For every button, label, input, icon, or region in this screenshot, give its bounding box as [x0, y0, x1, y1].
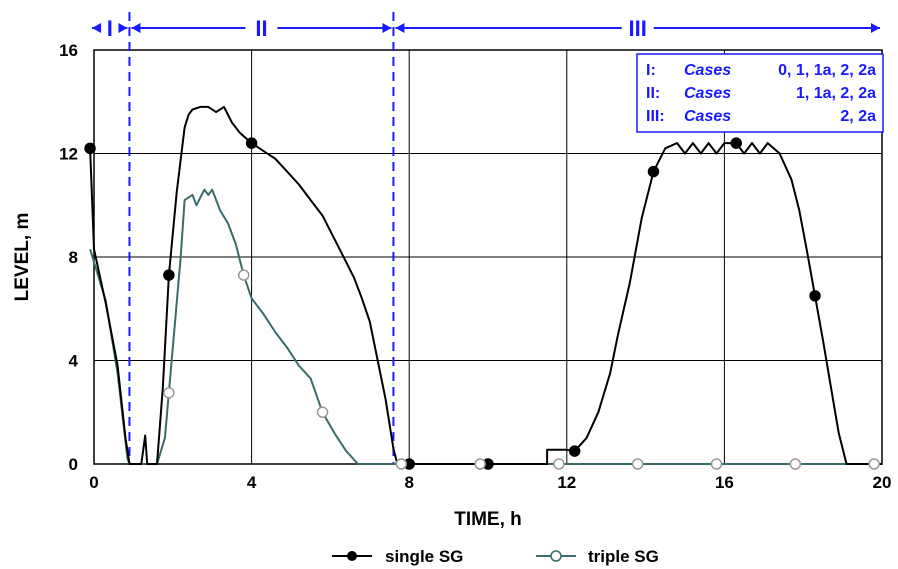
series-point — [789, 458, 802, 470]
legend-single-marker — [347, 551, 357, 561]
x-tick-label: 0 — [89, 473, 98, 492]
series-point — [647, 165, 660, 178]
x-tick-label: 12 — [557, 473, 576, 492]
series-point — [395, 458, 408, 470]
series-point — [730, 137, 742, 149]
region-label: II — [255, 16, 267, 41]
series-point — [84, 142, 96, 155]
annotation-line: III: Cases 2, 2a — [646, 108, 876, 125]
series-point — [868, 458, 880, 470]
x-tick-label: 4 — [247, 473, 257, 492]
y-axis-title: LEVEL, m — [12, 213, 33, 302]
y-tick-label: 8 — [69, 248, 78, 267]
arrow-head-left — [395, 23, 405, 33]
regions: I II III — [92, 12, 880, 464]
series-point — [163, 387, 175, 399]
series-markers — [84, 137, 880, 470]
region-label: III — [629, 16, 647, 41]
x-tick-label: 20 — [873, 473, 892, 492]
series-point — [237, 269, 250, 281]
x-tick-label: 16 — [715, 473, 734, 492]
series-point — [245, 137, 258, 149]
series-point — [710, 458, 723, 470]
y-tick-label: 12 — [59, 145, 78, 164]
y-tick-label: 4 — [69, 352, 79, 371]
arrow-head-left — [92, 23, 102, 33]
y-tick-label: 16 — [59, 41, 78, 60]
legend-triple-marker — [550, 550, 562, 562]
series-point — [163, 269, 175, 281]
legend-triple-label: triple SG — [588, 547, 659, 566]
annotation-line: I: Cases 0, 1, 1a, 2, 2a — [646, 62, 876, 79]
annotation-box: I: Cases 0, 1, 1a, 2, 2a II: Cases 1, 1a, 2, … — [636, 53, 884, 133]
series-line — [89, 105, 882, 465]
annotation-line: II: Cases 1, 1a, 2, 2a — [646, 85, 876, 102]
x-tick-label: 8 — [404, 473, 413, 492]
series-point — [316, 406, 329, 418]
x-axis-title: TIME, h — [454, 509, 522, 530]
series-point — [631, 458, 644, 470]
series-point — [568, 445, 581, 457]
arrow-head-right — [118, 23, 128, 33]
region-label: I — [107, 16, 113, 41]
arrow-head-right — [871, 23, 880, 33]
series-point — [553, 458, 565, 470]
y-tick-label: 0 — [69, 455, 78, 474]
series-line — [89, 188, 882, 465]
legend: single SG triple SG — [332, 547, 659, 566]
tick-labels: 0 4 8 12 16 20 0 4 8 12 16 — [59, 41, 891, 492]
legend-single-label: single SG — [385, 547, 463, 566]
arrow-head-left — [131, 23, 141, 33]
series-point — [474, 458, 486, 470]
arrow-head-right — [382, 23, 392, 33]
series-point — [809, 290, 821, 302]
series-lines — [89, 105, 882, 465]
